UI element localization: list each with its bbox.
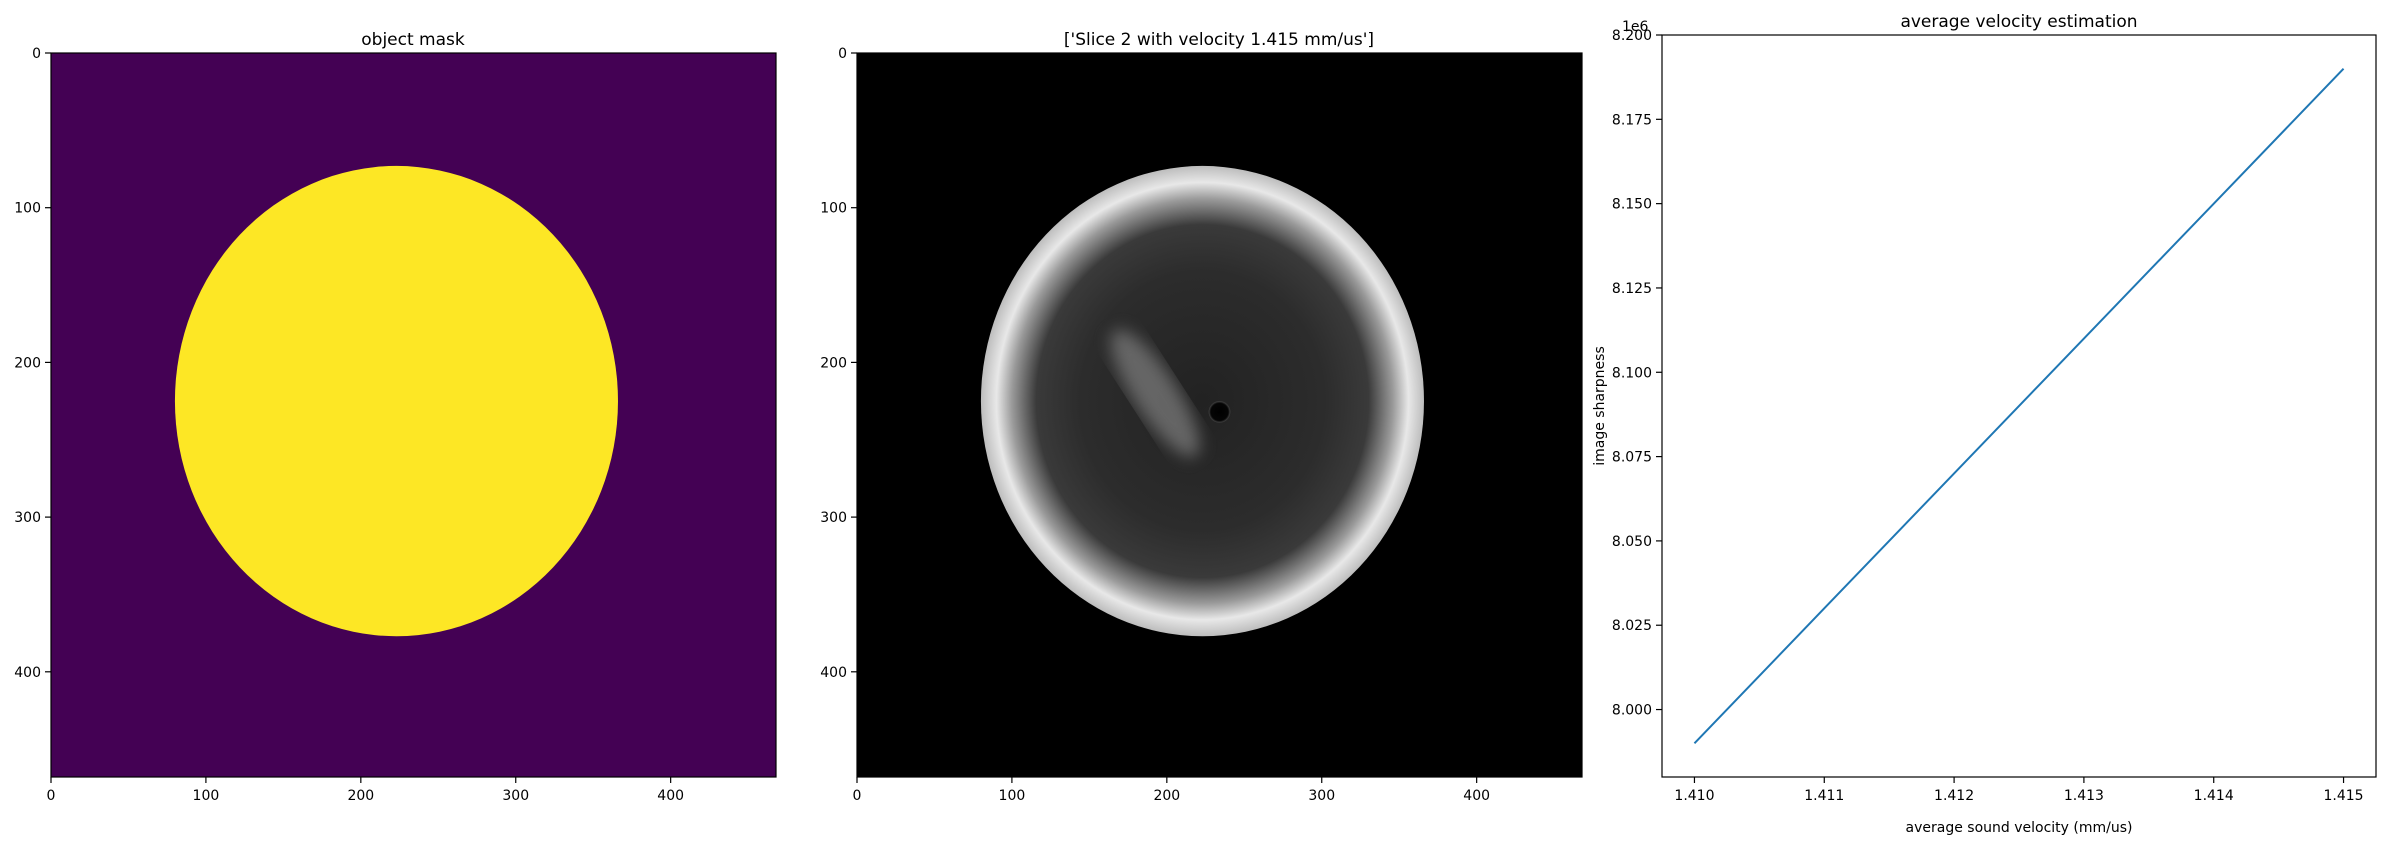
y-tick-label: 8.075 bbox=[1612, 450, 1652, 466]
x-tick-label: 400 bbox=[1463, 788, 1490, 804]
velocity-estimation-panel: average velocity estimation 1e6 1.410 1.4… bbox=[1592, 12, 2377, 836]
y-tick-label: 300 bbox=[820, 510, 847, 526]
slice-image-panel: ['Slice 2 with velocity 1.415 mm/us'] 0 1… bbox=[820, 30, 1583, 804]
y-axis: 0 100 200 300 400 bbox=[820, 46, 857, 681]
x-tick-label: 1.414 bbox=[2194, 788, 2234, 804]
y-tick-label: 8.000 bbox=[1612, 703, 1652, 719]
x-tick-label: 1.413 bbox=[2064, 788, 2104, 804]
x-tick-label: 1.412 bbox=[1934, 788, 1974, 804]
y-tick-label: 8.150 bbox=[1612, 197, 1652, 213]
y-axis: 8.000 8.025 8.050 8.075 8.100 8.125 8.150 8.175… bbox=[1612, 28, 1662, 719]
y-tick-label: 200 bbox=[14, 355, 41, 371]
y-axis-label: image sharpness bbox=[1592, 346, 1608, 466]
y-tick-label: 300 bbox=[14, 510, 41, 526]
y-tick-label: 8.025 bbox=[1612, 618, 1652, 634]
y-tick-label: 100 bbox=[14, 201, 41, 217]
x-tick-label: 400 bbox=[657, 788, 684, 804]
x-tick-label: 100 bbox=[999, 788, 1026, 804]
slice-object-ring bbox=[980, 165, 1424, 637]
y-tick-label: 400 bbox=[820, 665, 847, 681]
x-axis-label: average sound velocity (mm/us) bbox=[1906, 820, 2133, 836]
panel-title: average velocity estimation bbox=[1900, 12, 2137, 32]
object-mask-panel: object mask 0 100 200 300 400 0 100 200 300 400 bbox=[14, 30, 777, 804]
x-tick-label: 0 bbox=[47, 788, 56, 804]
axes-frame bbox=[50, 52, 777, 778]
x-tick-label: 1.410 bbox=[1674, 788, 1714, 804]
mask-object bbox=[174, 165, 618, 637]
y-tick-label: 8.100 bbox=[1612, 365, 1652, 381]
x-tick-label: 200 bbox=[1153, 788, 1180, 804]
y-tick-label: 0 bbox=[32, 46, 41, 62]
y-offset-text: 1e6 bbox=[1622, 19, 1649, 35]
x-axis: 0 100 200 300 400 bbox=[47, 777, 684, 804]
y-tick-label: 8.125 bbox=[1612, 281, 1652, 297]
y-tick-label: 0 bbox=[838, 46, 847, 62]
y-tick-label: 8.175 bbox=[1612, 112, 1652, 128]
axes-frame bbox=[1661, 34, 2377, 778]
y-tick-label: 200 bbox=[820, 355, 847, 371]
y-axis: 0 100 200 300 400 bbox=[14, 46, 51, 681]
y-tick-label: 8.200 bbox=[1612, 28, 1652, 44]
y-tick-label: 8.050 bbox=[1612, 534, 1652, 550]
x-tick-label: 0 bbox=[853, 788, 862, 804]
series-line bbox=[1693, 68, 2345, 744]
x-axis: 1.410 1.411 1.412 1.413 1.414 1.415 bbox=[1674, 777, 2364, 804]
y-tick-label: 100 bbox=[820, 201, 847, 217]
panel-title: object mask bbox=[361, 30, 465, 50]
dark-spot bbox=[1208, 401, 1231, 423]
bright-streak bbox=[1110, 329, 1200, 458]
x-tick-label: 300 bbox=[502, 788, 529, 804]
panel-title: ['Slice 2 with velocity 1.415 mm/us'] bbox=[1064, 30, 1374, 50]
y-tick-label: 400 bbox=[14, 665, 41, 681]
x-tick-label: 1.415 bbox=[2323, 788, 2363, 804]
x-tick-label: 300 bbox=[1308, 788, 1335, 804]
x-tick-label: 100 bbox=[193, 788, 220, 804]
x-tick-label: 1.411 bbox=[1804, 788, 1844, 804]
x-axis: 0 100 200 300 400 bbox=[853, 777, 1490, 804]
axes-frame bbox=[856, 52, 1583, 778]
x-tick-label: 200 bbox=[347, 788, 374, 804]
